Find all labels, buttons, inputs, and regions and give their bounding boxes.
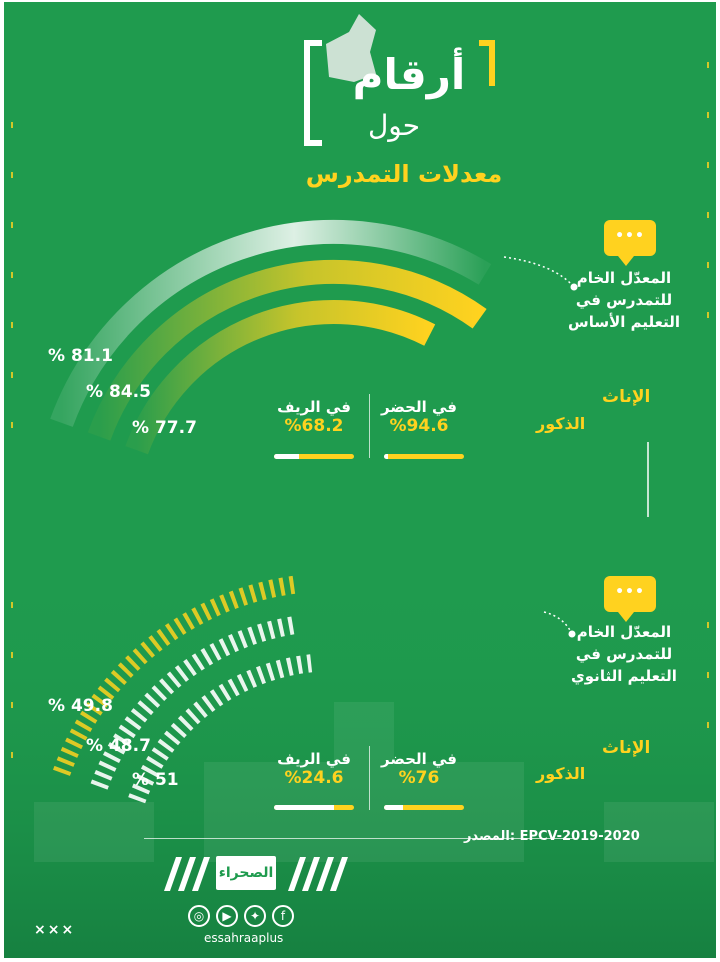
- stripes-decoration-left: [164, 857, 210, 891]
- social-handle: essahraaplus: [204, 931, 284, 945]
- primary-arc-male: [125, 300, 436, 455]
- secondary-legend-female: الإناث: [602, 738, 651, 758]
- secondary-arc-total: [53, 575, 297, 776]
- secondary-urban-label: في الحضر: [381, 750, 457, 768]
- primary-value-male: % 77.7: [132, 418, 197, 438]
- page-title: أرقام: [352, 50, 466, 99]
- chat-bubble-icon: •••: [604, 576, 656, 622]
- map-icon: [326, 14, 376, 82]
- primary-urban-stat: في الحضر %94.6: [374, 398, 464, 436]
- secondary-urban-bar-fill: [384, 805, 404, 810]
- primary-legend-female: الإناث: [602, 387, 651, 407]
- secondary-value-total: % 49.8: [48, 696, 113, 716]
- secondary-arc-female: [90, 616, 296, 790]
- decorative-marks: ×××: [34, 922, 76, 938]
- secondary-rural-value: %24.6: [284, 768, 344, 788]
- primary-rural-stat: في الريف %68.2: [269, 398, 359, 436]
- secondary-arc-male: [128, 654, 313, 804]
- source-divider: [144, 838, 574, 839]
- secondary-legend-male: الذكور: [536, 764, 586, 783]
- title-bracket-right: [479, 40, 495, 86]
- page-subtitle: حول: [367, 109, 421, 142]
- youtube-icon[interactable]: ▶: [216, 905, 238, 927]
- page-topic: معدلات التمدرس: [305, 160, 503, 188]
- stat-divider: [369, 746, 370, 810]
- primary-legend-male: الذكور: [536, 414, 586, 433]
- secondary-rural-stat: في الريف %24.6: [269, 750, 359, 788]
- secondary-description: المعدّل الخام للتمدرس في التعليم الثانوي: [571, 623, 677, 685]
- facebook-icon[interactable]: f: [272, 905, 294, 927]
- secondary-value-male: % 51: [132, 770, 179, 790]
- primary-description: المعدّل الخام للتمدرس في التعليم الأساس: [568, 269, 680, 331]
- twitter-icon[interactable]: ✦: [244, 905, 266, 927]
- primary-rural-bar: [274, 454, 354, 459]
- arc-chart-layer: [50, 220, 492, 804]
- chat-bubble-icon: •••: [604, 220, 656, 266]
- primary-rural-value: %68.2: [284, 416, 344, 436]
- secondary-rural-bar: [274, 805, 354, 810]
- primary-urban-value: %94.6: [389, 416, 449, 436]
- secondary-value-female: % 48.7: [86, 736, 151, 756]
- primary-rural-bar-fill: [274, 454, 300, 459]
- background-decoration: [4, 14, 716, 958]
- primary-rural-label: في الريف: [277, 398, 351, 416]
- primary-value-female: % 84.5: [86, 382, 151, 402]
- stat-divider: [369, 394, 370, 458]
- source-text: المصدر: EPCV-2019-2020: [464, 829, 640, 844]
- title-bracket-left: [304, 40, 322, 146]
- primary-urban-bar-fill: [384, 454, 389, 459]
- infographic: أرقام حول معدلات التمدرس ••• المعدّل الخ…: [4, 2, 716, 958]
- primary-urban-label: في الحضر: [381, 398, 457, 416]
- primary-arc-female: [87, 260, 487, 441]
- brand-logo: الصحراء: [216, 856, 276, 890]
- secondary-urban-value: %76: [398, 768, 440, 788]
- primary-urban-bar: [384, 454, 464, 459]
- primary-arc-total: [50, 220, 492, 427]
- primary-value-total: % 81.1: [48, 346, 113, 366]
- secondary-rural-bar-fill: [274, 805, 335, 810]
- secondary-rural-label: في الريف: [277, 750, 351, 768]
- stripes-decoration-right: [288, 857, 348, 891]
- secondary-urban-stat: في الحضر %76: [374, 750, 464, 788]
- web-icon[interactable]: ◎: [188, 905, 210, 927]
- secondary-urban-bar: [384, 805, 464, 810]
